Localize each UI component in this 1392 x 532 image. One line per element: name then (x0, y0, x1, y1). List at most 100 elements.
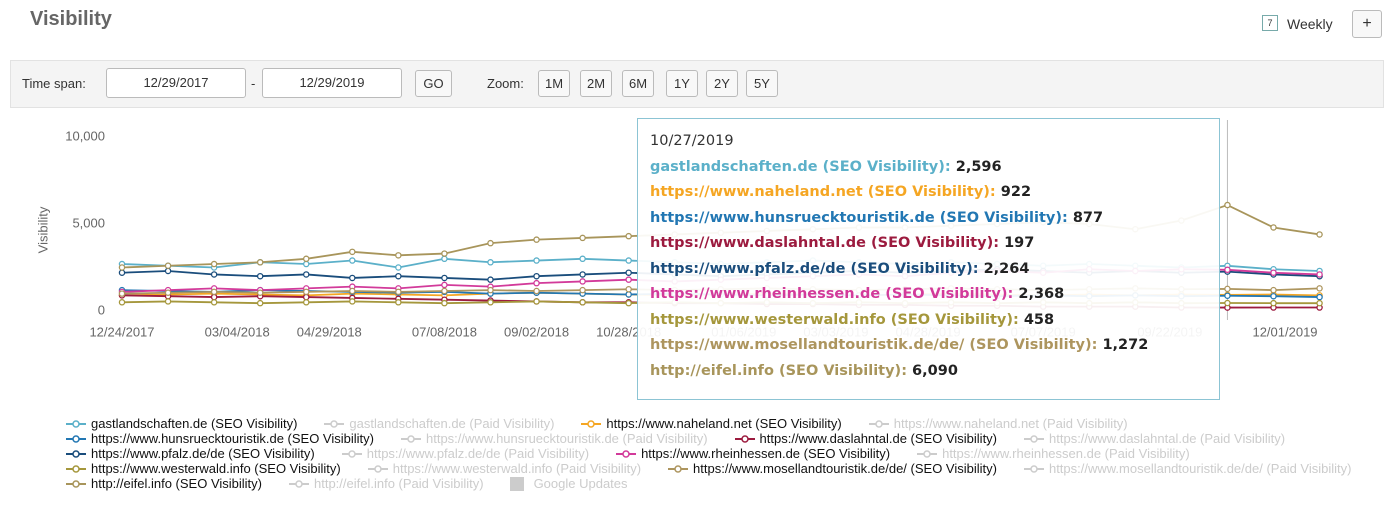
data-point (533, 272, 540, 280)
legend-swatch (509, 476, 524, 491)
tooltip-series: https://www.rheinhessen.de (SEO Visibili… (650, 286, 1008, 302)
legend-item[interactable]: gastlandschaften.de (Paid Visibility) (323, 416, 554, 431)
date-from[interactable]: 12/29/2017 (106, 68, 246, 98)
legend-item[interactable]: http://eifel.info (SEO Visibility) (65, 476, 262, 491)
zoom-button[interactable]: 1M (538, 70, 570, 97)
data-point (349, 287, 356, 295)
zoom-button[interactable]: 5Y (746, 70, 778, 97)
zoom-button[interactable]: 2M (580, 70, 612, 97)
data-point (302, 271, 310, 278)
legend-icon (868, 419, 889, 428)
tooltip-series: https://www.pfalz.de/de (SEO Visibility) (650, 260, 973, 277)
legend-item[interactable]: https://www.hunsruecktouristik.de (SEO V… (65, 431, 374, 446)
data-point (256, 272, 264, 280)
data-point (1270, 224, 1277, 231)
data-point (441, 299, 448, 307)
data-point (1316, 271, 1323, 278)
legend-label: https://www.pfalz.de/de (Paid Visibility… (366, 446, 590, 461)
legend-icon (66, 419, 86, 428)
x-tick-label: 12/24/2017 (89, 324, 154, 339)
go-button[interactable]: GO (415, 70, 452, 97)
legend-dot (72, 419, 80, 428)
data-point (302, 260, 310, 268)
legend-dot (72, 449, 80, 458)
legend-item[interactable]: https://www.hunsruecktouristik.de (Paid … (400, 431, 708, 446)
y-tick-label: 5,000 (72, 215, 105, 230)
data-point (441, 250, 448, 257)
legend-item[interactable]: https://www.mosellandtouristik.de/de/ (P… (1023, 461, 1352, 476)
legend-icon (66, 464, 86, 473)
legend-dot (295, 479, 303, 488)
legend-item[interactable]: https://www.rheinhessen.de (SEO Visibili… (615, 446, 890, 461)
legend-item[interactable]: http://eifel.info (Paid Visibility) (288, 476, 484, 491)
legend-label: https://www.westerwald.info (SEO Visibil… (91, 461, 341, 476)
tooltip-series: https://www.hunsruecktouristik.de (SEO V… (650, 209, 1062, 226)
data-point (441, 281, 448, 289)
interval-label[interactable]: Weekly (1287, 16, 1333, 32)
data-point (256, 299, 264, 307)
legend-item[interactable]: https://www.mosellandtouristik.de/de/ (S… (667, 461, 997, 476)
legend-dot (1030, 434, 1038, 443)
legend-item[interactable]: https://www.westerwald.info (Paid Visibi… (367, 461, 641, 476)
data-point (302, 299, 310, 306)
data-point (1270, 286, 1277, 294)
data-point (210, 271, 218, 278)
legend-dot (330, 419, 339, 428)
legend-dot (875, 419, 883, 428)
tooltip-value: 458 (1023, 311, 1055, 328)
legend-item[interactable]: https://www.daslahntal.de (SEO Visibilit… (734, 431, 997, 446)
data-point (579, 255, 586, 263)
legend-label: https://www.hunsruecktouristik.de (Paid … (425, 431, 708, 446)
data-point (441, 274, 448, 282)
data-point (256, 259, 264, 266)
legend-icon (341, 449, 362, 458)
data-point (210, 260, 218, 268)
legend-item[interactable]: https://www.westerwald.info (SEO Visibil… (65, 461, 341, 476)
tooltip-separator: : (989, 184, 1001, 200)
data-point (302, 293, 310, 301)
legend-item[interactable]: Google Updates (509, 476, 628, 491)
legend-item[interactable]: https://www.naheland.net (Paid Visibilit… (868, 416, 1128, 431)
legend-item[interactable]: https://www.pfalz.de/de (Paid Visibility… (341, 446, 589, 461)
legend-dot (72, 464, 80, 473)
legend-dot (348, 449, 356, 458)
legend-icon (668, 464, 689, 473)
legend-item[interactable]: https://www.rheinhessen.de (Paid Visibil… (916, 446, 1190, 461)
data-point (395, 299, 402, 306)
legend-item[interactable]: https://www.daslahntal.de (Paid Visibili… (1023, 431, 1285, 446)
date-separator: - (251, 76, 256, 91)
legend-dot (72, 434, 80, 443)
legend-item[interactable]: gastlandschaften.de (SEO Visibility) (65, 416, 297, 431)
data-point (441, 255, 448, 263)
legend-dot (72, 479, 80, 488)
legend-item[interactable]: https://www.pfalz.de/de (SEO Visibility) (65, 446, 315, 461)
legend-label: https://www.mosellandtouristik.de/de/ (P… (1048, 461, 1352, 476)
add-button[interactable]: + (1352, 10, 1382, 38)
zoom-button[interactable]: 1Y (666, 70, 698, 97)
legend-label: https://www.naheland.net (Paid Visibilit… (893, 416, 1128, 431)
legend: gastlandschaften.de (SEO Visibility) gast… (65, 416, 1365, 491)
tooltip-row: https://www.pfalz.de/de (SEO Visibility)… (650, 257, 1207, 283)
data-point (118, 299, 126, 306)
data-point (579, 271, 586, 278)
data-point (1316, 231, 1323, 238)
legend-item[interactable]: https://www.naheland.net (SEO Visibility… (580, 416, 842, 431)
tooltip-value: 2,264 (983, 260, 1030, 277)
data-point (625, 299, 632, 307)
data-point (395, 264, 402, 271)
data-point (487, 286, 494, 294)
data-point (349, 248, 356, 256)
tooltip-separator: : (944, 158, 956, 175)
legend-icon (1023, 464, 1044, 473)
tooltip-row: https://www.naheland.net (SEO Visibility… (650, 180, 1207, 206)
data-point (210, 293, 218, 301)
tooltip-row: https://www.daslahntal.de (SEO Visibilit… (650, 231, 1207, 257)
date-to[interactable]: 12/29/2019 (262, 68, 402, 98)
legend-dot (373, 464, 382, 473)
zoom-label: Zoom: (487, 76, 524, 91)
zoom-button[interactable]: 2Y (706, 70, 738, 97)
zoom-button[interactable]: 6M (622, 70, 654, 97)
legend-label: https://www.daslahntal.de (SEO Visibilit… (759, 431, 998, 446)
data-point (164, 262, 172, 270)
